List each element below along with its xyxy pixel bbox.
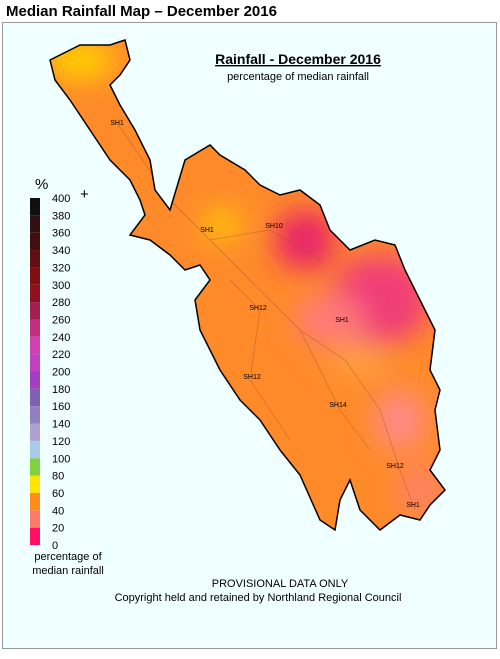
legend-label: 120 xyxy=(52,436,70,448)
legend-label: 20 xyxy=(52,523,64,535)
legend-label: 0 xyxy=(52,540,58,552)
road-label: SH12 xyxy=(249,305,267,312)
legend-label: 180 xyxy=(52,384,70,396)
legend-swatch xyxy=(30,492,40,511)
legend-label: 160 xyxy=(52,401,70,413)
road-label: SH14 xyxy=(329,402,347,409)
road-label: SH1 xyxy=(110,120,124,127)
copyright: Copyright held and retained by Northland… xyxy=(115,592,402,604)
legend-swatch xyxy=(30,371,40,389)
legend-label: 340 xyxy=(52,245,70,257)
legend-swatch xyxy=(30,267,40,285)
legend-label: 400 xyxy=(52,193,70,205)
map-subtitle: percentage of median rainfall xyxy=(227,71,369,83)
legend-swatch xyxy=(30,215,40,233)
legend-swatch xyxy=(30,284,40,303)
legend-label: 220 xyxy=(52,349,70,361)
notice: PROVISIONAL DATA ONLY xyxy=(212,578,349,590)
legend-label: 260 xyxy=(52,314,70,326)
legend-label: 240 xyxy=(52,332,70,344)
page-title: Median Rainfall Map – December 2016 xyxy=(6,3,277,20)
legend-swatch xyxy=(30,527,40,545)
legend-caption: median rainfall xyxy=(32,565,104,577)
map-title: Rainfall - December 2016 xyxy=(215,51,381,67)
legend-swatch xyxy=(30,388,40,407)
legend-overflow: + xyxy=(80,186,89,203)
legend-swatch xyxy=(30,302,40,320)
legend-label: 280 xyxy=(52,297,70,309)
legend-label: 300 xyxy=(52,280,70,292)
road-label: SH10 xyxy=(265,223,283,230)
legend-swatch xyxy=(30,336,40,355)
legend-swatch xyxy=(30,250,40,268)
road-label: SH1 xyxy=(406,502,420,509)
legend-label: 100 xyxy=(52,453,70,465)
legend-swatch xyxy=(30,232,40,251)
legend-label: 80 xyxy=(52,471,64,483)
legend-swatch xyxy=(30,510,40,528)
legend-label: 60 xyxy=(52,488,64,500)
legend-label: 200 xyxy=(52,367,70,379)
legend-swatch xyxy=(30,198,40,216)
legend-label: 140 xyxy=(52,419,70,431)
legend-label: 380 xyxy=(52,210,70,222)
legend-swatch xyxy=(30,423,40,441)
legend-swatch xyxy=(30,319,40,337)
legend-swatch xyxy=(30,475,40,493)
legend-swatch xyxy=(30,354,40,372)
legend-unit: % xyxy=(35,176,48,193)
legend-label: 40 xyxy=(52,505,64,517)
road-label: SH1 xyxy=(335,317,349,324)
road-label: SH12 xyxy=(386,463,404,470)
legend-swatch xyxy=(30,458,40,476)
legend-label: 320 xyxy=(52,262,70,274)
legend-label: 360 xyxy=(52,228,70,240)
legend-caption: percentage of xyxy=(34,551,102,563)
road-label: SH12 xyxy=(243,374,261,381)
road-label: SH1 xyxy=(200,227,214,234)
legend-swatch xyxy=(30,406,40,424)
legend-swatch xyxy=(30,440,40,459)
